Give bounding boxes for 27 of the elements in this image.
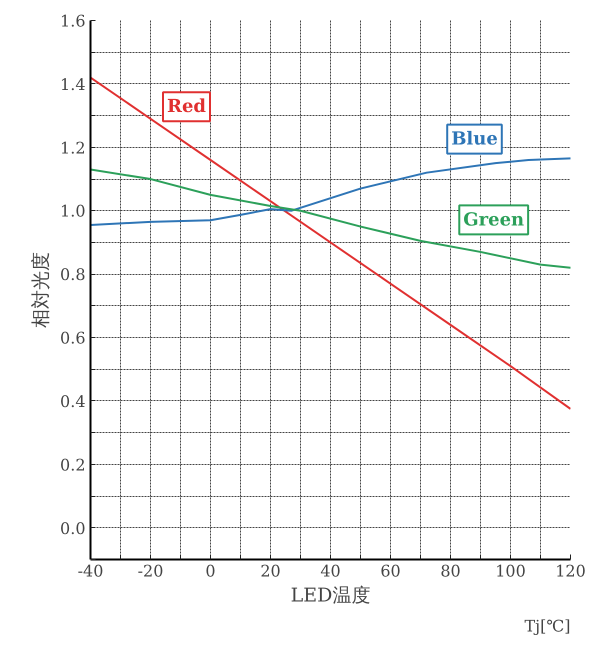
- x-tick-label: 60: [380, 562, 401, 580]
- y-tick-label: 0.6: [60, 328, 86, 348]
- x-tick-label: 40: [320, 562, 341, 580]
- x-tick-label: -40: [78, 562, 104, 580]
- y-axis-title: 相対光度: [30, 252, 52, 328]
- line-series: [90, 168, 570, 269]
- y-tick-label: 0.0: [60, 518, 86, 538]
- series-label: Blue: [451, 128, 498, 150]
- x-tick-label: 120: [555, 562, 586, 580]
- line-series: [90, 76, 570, 410]
- x-tick-label: -20: [138, 562, 164, 580]
- x-tick-label: 0: [205, 562, 216, 580]
- y-tick-label: 0.4: [60, 392, 86, 411]
- y-tick-label: 1.4: [60, 74, 86, 94]
- text: Tj[℃]: [524, 616, 570, 636]
- line-series: [90, 157, 570, 226]
- x-tick-label: 100: [495, 562, 526, 580]
- y-tick-label: 1.6: [60, 12, 86, 30]
- y-tick-label: 0.8: [60, 265, 86, 284]
- y-tick-label: 1.2: [60, 138, 86, 158]
- x-tick-label: 80: [440, 562, 461, 580]
- y-tick-label: 1.0: [60, 202, 86, 221]
- x-tick-label: 20: [260, 562, 281, 580]
- x-axis-title: LED温度: [290, 584, 370, 606]
- series-label: Green: [463, 209, 524, 230]
- y-tick-label: 0.2: [60, 455, 86, 474]
- series-label: Red: [167, 96, 206, 118]
